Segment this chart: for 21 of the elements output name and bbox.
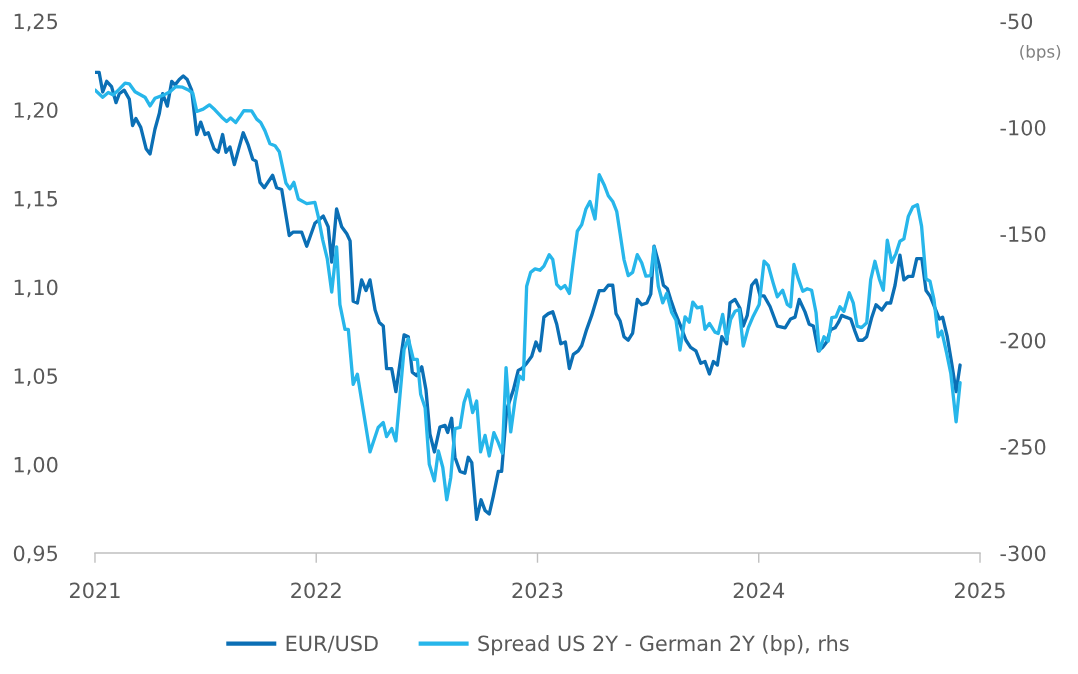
y2-tick-label: -300 (1000, 545, 1046, 562)
x-tick-label: 2022 (291, 582, 341, 599)
y-tick-label: 1,20 (14, 102, 58, 121)
y-tick-label: 1,15 (14, 191, 58, 209)
y2-tick-label: -100 (1000, 119, 1046, 136)
legend-label: EUR/USD (286, 635, 378, 653)
y-tick-label: 1,10 (14, 279, 58, 298)
y-tick-label: 0,95 (13, 545, 58, 564)
x-tick-label: 2021 (69, 582, 120, 599)
x-tick-label: 2024 (733, 582, 785, 599)
y-tick-label: 1,05 (14, 368, 58, 387)
x-tick-label: 2023 (512, 582, 563, 599)
y2-tick-label: -200 (1000, 332, 1046, 349)
y-tick-label: 1,00 (14, 456, 58, 475)
y2-axis-title: (bps) (1020, 44, 1061, 62)
y2-tick-label: -50 (1000, 13, 1033, 30)
y-tick-label: 1,25 (14, 13, 58, 32)
y2-tick-label: -150 (1000, 226, 1046, 243)
x-tick-label: 2025 (955, 582, 1005, 599)
legend-label: Spread US 2Y - German 2Y (bp), rhs (478, 635, 849, 656)
y2-tick-label: -250 (1000, 439, 1046, 455)
